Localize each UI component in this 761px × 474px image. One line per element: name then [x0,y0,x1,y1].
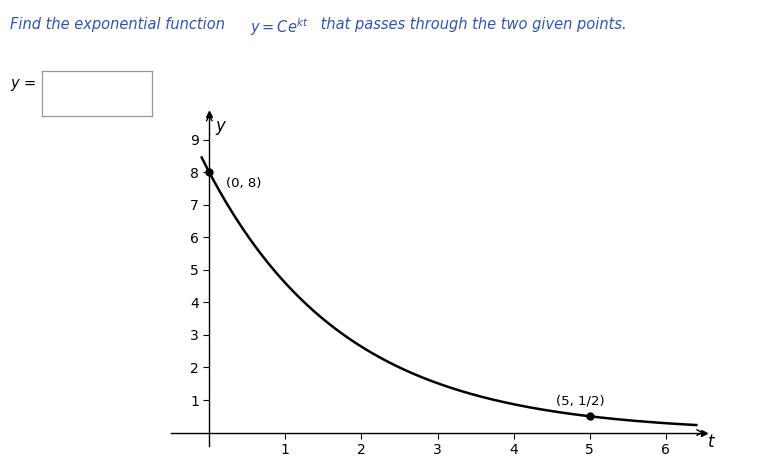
Text: t: t [708,433,715,451]
Text: $y = Ce^{kt}$: $y = Ce^{kt}$ [250,17,309,38]
Text: (5, 1/2): (5, 1/2) [556,395,604,408]
Text: y: y [216,117,225,135]
Text: that passes through the two given points.: that passes through the two given points… [316,17,626,32]
Text: $y$ =: $y$ = [10,77,37,93]
Text: Find the exponential function: Find the exponential function [10,17,230,32]
Text: (0, 8): (0, 8) [226,177,261,190]
